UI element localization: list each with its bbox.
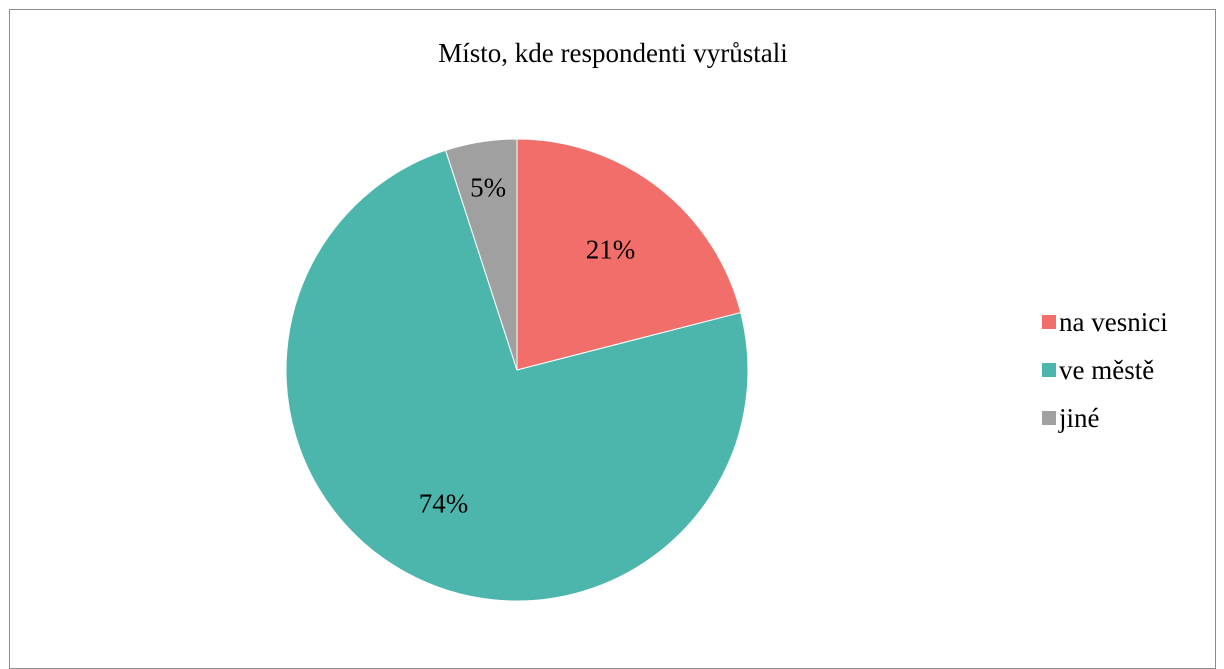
data-label-1: 21% xyxy=(586,235,636,265)
legend: na vesnici ve městě jiné xyxy=(1042,307,1168,433)
chart-title: Místo, kde respondenti vyrůstali xyxy=(438,38,787,68)
legend-swatch-1 xyxy=(1042,315,1056,329)
legend-label-1: na vesnici xyxy=(1059,307,1168,337)
legend-swatch-2 xyxy=(1042,363,1056,377)
data-label-3: 5% xyxy=(470,172,506,202)
data-label-2: 74% xyxy=(419,489,469,519)
legend-label-3: jiné xyxy=(1058,403,1100,433)
legend-swatch-3 xyxy=(1042,411,1056,425)
legend-label-2: ve městě xyxy=(1059,355,1154,385)
pie-slices xyxy=(286,139,748,601)
